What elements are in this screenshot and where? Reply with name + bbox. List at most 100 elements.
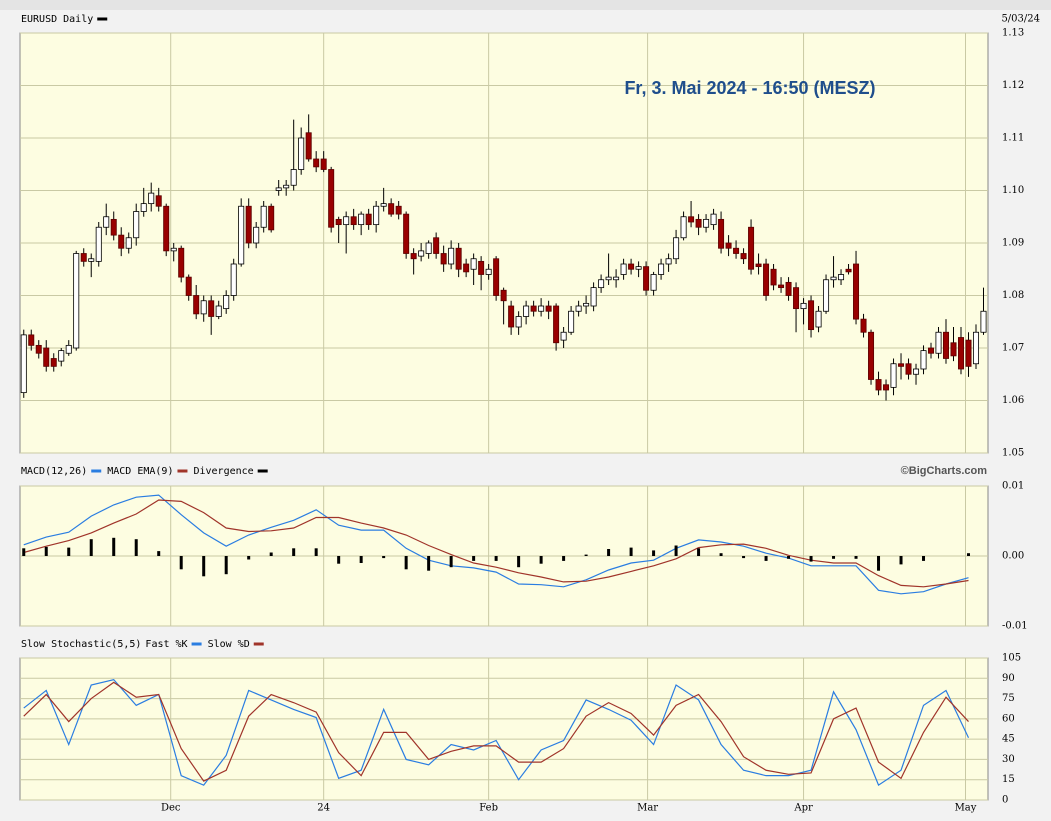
candle-body [200,300,207,315]
histogram-bar [89,539,93,556]
candle-body [763,263,770,296]
legend-label: Slow %D [208,639,250,650]
plot-area [19,657,989,801]
candle-body [823,279,830,312]
candle-body [253,226,260,244]
histogram-bar [922,556,926,561]
candle-body [725,242,732,249]
candle-body [560,331,567,341]
candle-body [868,331,875,380]
y-tick-label: 15 [1002,774,1015,785]
candle-body [530,305,537,312]
candle-body [965,339,972,367]
histogram-bar [44,546,48,556]
y-tick-label: 1.13 [1002,28,1024,39]
histogram-bar [247,556,251,560]
histogram-bar [697,548,701,556]
candle-body [65,344,72,354]
candle-body [283,184,290,189]
candle-body [80,253,87,262]
candle-body [380,203,387,207]
candle-body [373,205,380,226]
candle-body [343,216,350,226]
histogram-bar [472,556,476,561]
histogram-bar [719,553,723,556]
histogram-bar [584,554,588,556]
histogram-bar [359,556,363,563]
y-tick-label: 45 [1002,734,1015,745]
y-tick-label: 1.07 [1002,343,1024,354]
candle-body [215,305,222,317]
legend-label: MACD EMA(9) [107,466,173,477]
y-tick-label: 75 [1002,693,1015,704]
candle-body [118,234,125,249]
histogram-bar [179,556,183,570]
candle-body [553,305,560,344]
candle-body [328,169,335,228]
chart-title: EURUSD Daily [21,14,93,25]
candle-body [913,368,920,375]
candle-body [665,258,672,265]
histogram-bar [562,556,566,561]
candle-body [493,258,500,296]
candle-body [448,247,455,265]
candle-body [733,247,740,254]
candle-body [418,250,425,257]
histogram-bar [877,556,881,571]
candle-body [208,300,215,317]
histogram-bar [382,556,386,559]
candle-body [658,263,665,275]
candle-body [223,295,230,310]
candle-body [815,310,822,328]
histogram-bar [314,548,318,556]
candle-body [598,279,605,289]
candle-body [650,274,657,291]
y-tick-label: 1.11 [1002,133,1024,144]
x-tick-label: May [955,803,977,814]
annotation: Fr, 3. Mai 2024 - 16:50 (MESZ) [624,78,875,98]
chart-date: 5/03/24 [1001,14,1040,25]
candle-body [643,266,650,291]
candle-body [410,253,417,260]
candle-body [808,300,815,331]
y-tick-label: 0.00 [1002,551,1024,562]
candle-body [695,218,702,228]
candle-body [313,158,320,168]
candle-body [980,310,987,333]
candle-body [860,318,867,333]
x-tick-label: Dec [161,803,181,814]
series-line [23,678,970,787]
candle-body [433,237,440,254]
candle-body [568,310,575,333]
candle-body [485,268,492,275]
candle-body [680,216,687,239]
candle-body [853,263,860,320]
credit: ©BigCharts.com [901,465,988,477]
candle-body [358,213,365,226]
candle-body [703,218,710,228]
candle-body [335,218,342,226]
x-tick-label: 24 [317,803,330,814]
candle-body [958,337,965,370]
histogram-bar [427,556,431,571]
candle-body [950,342,957,357]
histogram-bar [22,548,26,556]
candle-body [193,295,200,315]
candle-body [275,187,282,191]
y-tick-label: 1.12 [1002,80,1024,91]
candle-body [748,226,755,270]
candle-body [830,276,837,281]
histogram-bar [539,556,543,564]
candle-body [155,195,162,207]
candle-body [583,302,590,307]
candle-body [43,347,50,367]
candle-body [845,268,852,273]
histogram-bar [607,549,611,556]
histogram-bar [809,556,813,562]
candle-body [110,218,117,236]
histogram-bar [67,547,71,556]
histogram-bar [202,556,206,577]
histogram-bar [224,556,228,575]
candle-body [290,169,297,186]
